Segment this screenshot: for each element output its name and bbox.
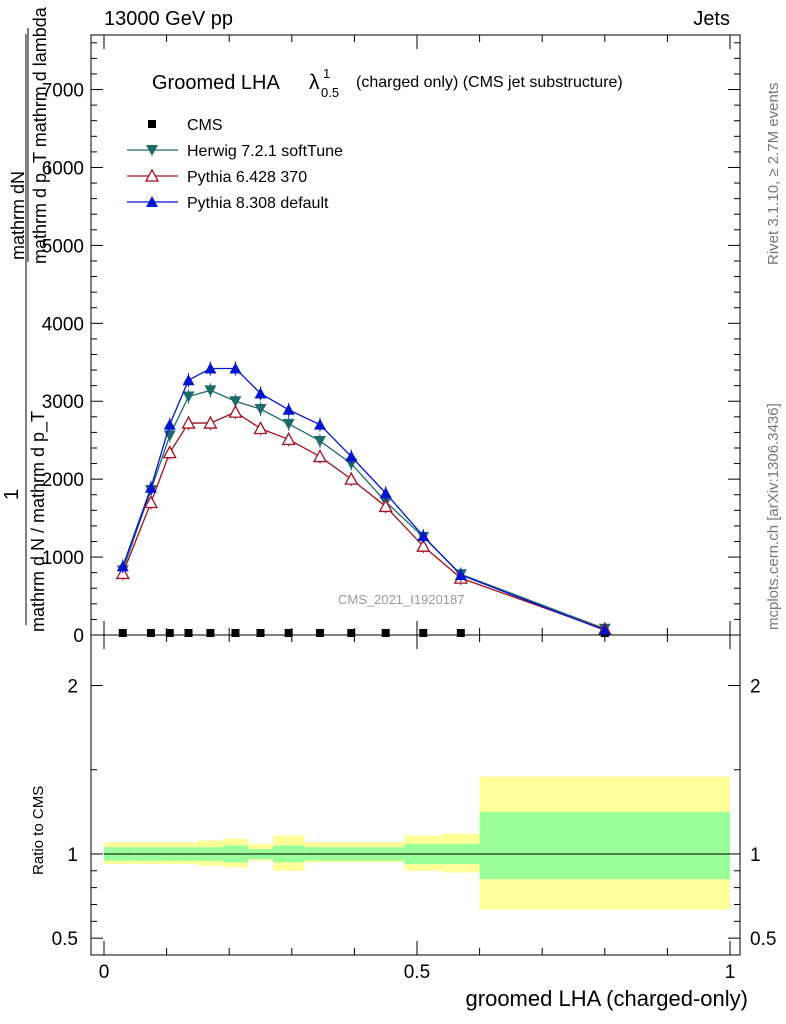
y-label-one: 1 [1, 489, 23, 500]
data-point [416, 538, 431, 552]
legend-label: Pythia 6.428 370 [187, 169, 307, 186]
data-point [315, 629, 324, 637]
y-label-bottom-denominator: mathrm d N / mathrm d p_T [28, 411, 49, 632]
data-point [143, 495, 159, 509]
legend-entry: CMS [148, 117, 223, 134]
y-label-top-denominator: mathrm d p_T mathrm d lambda [30, 6, 51, 264]
legend-entry: Pythia 8.308 default [127, 195, 329, 212]
data-point [146, 629, 155, 637]
plot-title: Groomed LHA λ 1 0.5 (charged only) (CMS … [152, 66, 623, 100]
data-point [282, 418, 295, 430]
x-tick-label: 0 [99, 962, 110, 983]
y-tick-label: 6000 [42, 158, 84, 179]
legend-marker [146, 145, 158, 156]
series-line [122, 367, 606, 631]
ratio-y-tick-label-right: 1 [750, 845, 761, 866]
data-point [598, 624, 611, 636]
data-point [256, 629, 265, 637]
x-axis-label: groomed LHA (charged-only) [465, 986, 748, 1011]
data-point [454, 569, 467, 580]
series-line [122, 411, 606, 631]
header-left: 13000 GeV pp [104, 8, 233, 30]
header-right: Jets [693, 8, 730, 30]
data-point [347, 629, 356, 637]
y-tick-label: 3000 [42, 392, 84, 413]
data-point [284, 629, 293, 637]
series-pythia-8-308-default [116, 361, 611, 638]
data-point [419, 629, 428, 637]
ratio-y-tick-label-right: 2 [750, 677, 761, 698]
svg-text:Groomed LHA: Groomed LHA [152, 72, 280, 94]
y-label-top-numerator: mathrm dN [8, 171, 28, 260]
data-point [162, 445, 177, 459]
ratio-plot: 0 0.5 1 0.5 0.5 1 1 2 2 [52, 635, 776, 983]
data-point [204, 362, 217, 374]
data-point [345, 450, 358, 462]
ratio-y-tick-label-right: 0.5 [750, 929, 776, 950]
data-point [144, 481, 157, 493]
data-point [165, 629, 174, 637]
legend-marker [144, 168, 160, 182]
legend-entry: Pythia 6.428 370 [127, 168, 307, 186]
data-point [231, 629, 240, 637]
data-point [116, 560, 129, 572]
ratio-y-tick-label: 2 [67, 677, 78, 698]
series-cms [118, 629, 609, 637]
data-point [313, 418, 326, 430]
ratio-y-tick-label: 0.5 [52, 929, 78, 950]
svg-text:λ: λ [309, 71, 320, 94]
data-point [229, 362, 242, 374]
y-tick-label: 2000 [42, 470, 84, 491]
data-point [228, 404, 243, 418]
data-point [281, 432, 296, 446]
data-point [181, 415, 196, 429]
y-tick-label: 0 [73, 626, 84, 647]
data-point [206, 629, 215, 637]
data-point [253, 421, 268, 435]
data-point [203, 415, 218, 429]
y-tick-label: 7000 [42, 81, 84, 102]
watermark: CMS_2021_I1920187 [338, 592, 465, 607]
data-point [417, 530, 430, 542]
x-tick-label: 0.5 [404, 962, 430, 983]
svg-text:0.5: 0.5 [321, 85, 339, 100]
ratio-y-tick-label: 1 [67, 845, 78, 866]
y-tick-label: 4000 [42, 314, 84, 335]
data-point [182, 374, 195, 386]
data-point [344, 471, 359, 485]
data-point [184, 629, 193, 637]
legend-label: Pythia 8.308 default [187, 195, 329, 212]
data-point [204, 385, 217, 397]
data-point [229, 396, 242, 408]
data-point [381, 629, 390, 637]
data-point [282, 403, 295, 415]
y-tick-label: 1000 [42, 548, 84, 569]
data-point [313, 435, 326, 447]
legend: CMS Herwig 7.2.1 softTune Pythia 6.428 370… [127, 117, 343, 212]
main-plot: 0 1000 2000 3000 4000 5000 6000 7000 [42, 35, 740, 647]
data-point [312, 449, 328, 463]
data-point [254, 387, 267, 399]
data-point [379, 487, 392, 499]
data-point [254, 404, 267, 416]
data-point [118, 629, 127, 637]
legend-marker [148, 120, 156, 128]
data-point [182, 391, 195, 403]
y-tick-label: 5000 [42, 236, 84, 257]
legend-label: CMS [187, 117, 223, 134]
data-point [378, 499, 393, 513]
x-tick-label: 1 [725, 962, 736, 983]
data-point [456, 629, 465, 637]
legend-marker [146, 196, 158, 207]
data-point [163, 418, 176, 430]
stat-band-bin [479, 811, 730, 880]
ratio-plot-frame [90, 634, 741, 956]
svg-text:1: 1 [323, 66, 330, 81]
legend-entry: Herwig 7.2.1 softTune [127, 143, 343, 160]
ratio-y-axis-label: Ratio to CMS [30, 785, 47, 875]
legend-label: Herwig 7.2.1 softTune [187, 143, 343, 160]
svg-text:(charged only) (CMS jet substr: (charged only) (CMS jet substructure) [356, 74, 623, 91]
